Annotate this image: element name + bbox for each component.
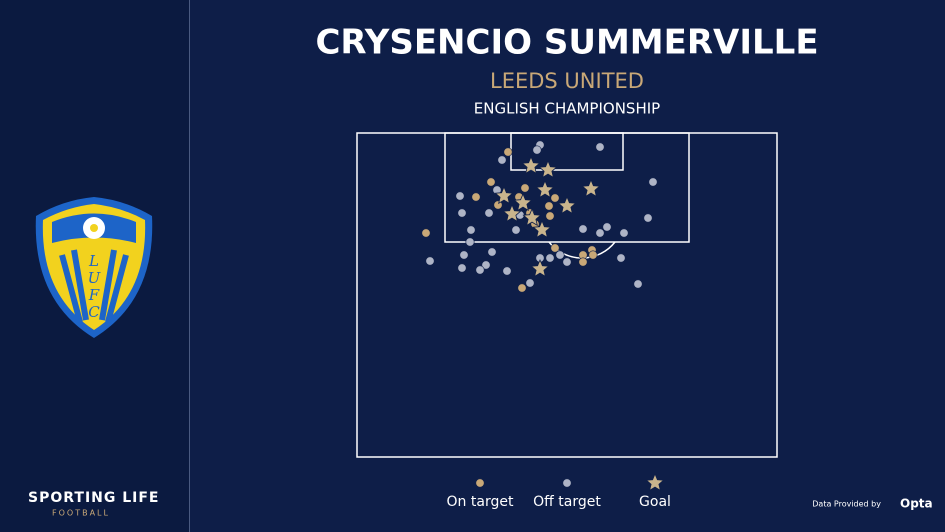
shot [513,192,533,212]
shot [532,145,542,155]
legend-symbol [475,478,485,488]
shot [465,237,475,247]
crest [35,197,153,338]
legend-symbol [645,472,665,492]
shot [475,265,485,275]
shot [544,201,554,211]
shot [487,247,497,257]
shot [616,253,626,263]
brand-sub: FOOTBALL [52,509,110,518]
brand: SPORTING LIFE [28,490,160,506]
shot [421,228,431,238]
shot [502,266,512,276]
shot [595,142,605,152]
shot [550,193,560,203]
shot [550,243,560,253]
shot [459,250,469,260]
shot [588,250,598,260]
chart-title: CRYSENCIO SUMMERVILLE [315,23,818,63]
shot [619,228,629,238]
shot [457,208,467,218]
shot [602,222,612,232]
shot [502,203,522,223]
shot [530,258,550,278]
shot [521,155,541,175]
crest-letter: C [88,303,100,321]
shot [545,211,555,221]
shot [484,208,494,218]
shot [648,177,658,187]
shot [562,257,572,267]
shot [633,279,643,289]
shot [481,260,491,270]
legend-label: Goal [639,494,671,510]
shot [457,263,467,273]
legend-label: Off target [533,494,601,510]
shot [555,250,565,260]
provider: Opta [900,497,933,511]
shot [503,147,513,157]
competition: ENGLISH CHAMPIONSHIP [474,100,660,118]
shot [494,185,514,205]
credit: Data Provided by [812,500,881,509]
shot [578,224,588,234]
shot [595,228,605,238]
subtitle: LEEDS UNITED [490,69,644,93]
shot [557,195,577,215]
shot [522,207,542,227]
shot [486,177,496,187]
shot [532,219,552,239]
crest-letter: L [88,252,99,270]
shot [520,183,530,193]
shot [538,159,558,179]
shot [497,155,507,165]
legend-symbol [562,478,572,488]
shot [517,283,527,293]
shot [535,179,555,199]
shot [455,191,465,201]
crest-letter: U [88,269,102,287]
crest-letter: F [88,286,100,304]
shot [425,256,435,266]
shot [581,178,601,198]
shot [643,213,653,223]
shot [511,225,521,235]
shot [466,225,476,235]
legend-label: On target [447,494,514,510]
shot [471,192,481,202]
shot [578,257,588,267]
shot [525,278,535,288]
shot [545,253,555,263]
pitch [356,132,778,458]
